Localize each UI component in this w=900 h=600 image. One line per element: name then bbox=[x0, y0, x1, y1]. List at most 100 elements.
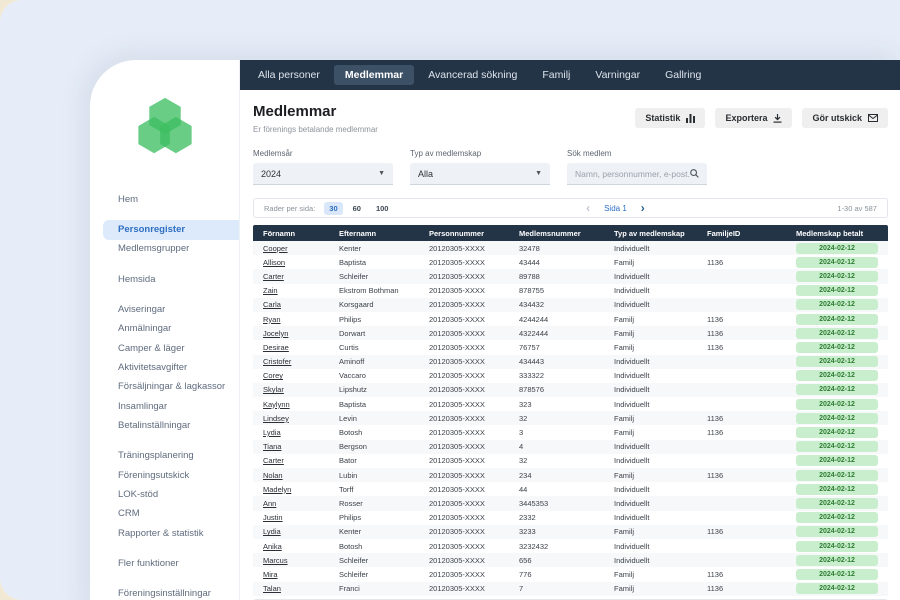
gor-utskick-button[interactable]: Gör utskick bbox=[802, 108, 888, 128]
first-name-link[interactable]: Cooper bbox=[263, 243, 288, 253]
first-name-link[interactable]: Cristofer bbox=[263, 357, 292, 367]
first-name-link[interactable]: Lydia bbox=[263, 527, 281, 537]
corner-accent-bottom bbox=[0, 578, 22, 600]
cell-personnummer: 20120305-XXXX bbox=[429, 371, 485, 381]
first-name-link[interactable]: Lydia bbox=[263, 428, 281, 438]
table-row[interactable]: Desirae Curtis 20120305-XXXX 76757 Famil… bbox=[253, 340, 888, 354]
first-name-link[interactable]: Anika bbox=[263, 541, 282, 551]
nav-tab[interactable]: Avancerad sökning bbox=[428, 69, 518, 81]
sidebar-item[interactable]: Rapporter & statistik bbox=[118, 527, 204, 539]
first-name-link[interactable]: Lindsey bbox=[263, 413, 289, 423]
cell-membership-type: Individuellt bbox=[614, 357, 650, 367]
table-row[interactable]: Carla Korsgaard 20120305-XXXX 434432 Ind… bbox=[253, 297, 888, 312]
page-nav: ‹ Sida 1 › bbox=[586, 201, 645, 215]
first-name-link[interactable]: Carter bbox=[263, 456, 284, 466]
cell-member-number: 32478 bbox=[519, 243, 540, 253]
first-name-link[interactable]: Carter bbox=[263, 271, 284, 281]
nav-tab[interactable]: Alla personer bbox=[258, 69, 320, 81]
sidebar-item[interactable]: Camper & läger bbox=[118, 342, 185, 354]
nav-tab[interactable]: Familj bbox=[542, 69, 571, 81]
sidebar-item[interactable]: Aktivitetsavgifter bbox=[118, 361, 188, 373]
first-name-link[interactable]: Justin bbox=[263, 513, 283, 523]
cell-personnummer: 20120305-XXXX bbox=[429, 513, 485, 523]
sidebar-item[interactable]: Aviseringar bbox=[118, 303, 166, 315]
first-name-link[interactable]: Talan bbox=[263, 584, 281, 594]
sidebar-item[interactable]: Medlemsgrupper bbox=[118, 243, 190, 255]
table-row[interactable]: Nolan Lubin 20120305-XXXX 234 Familj 113… bbox=[253, 468, 888, 483]
rows-per-page-option[interactable]: 100 bbox=[375, 203, 389, 213]
cell-last-name: Baptista bbox=[339, 399, 367, 409]
table-row[interactable]: Ryan Philips 20120305-XXXX 4244244 Famil… bbox=[253, 312, 888, 326]
table-row[interactable]: Tiana Bergson 20120305-XXXX 4 Individuel… bbox=[253, 439, 888, 454]
first-name-link[interactable]: Marcus bbox=[263, 555, 288, 565]
sidebar-item[interactable]: Hem bbox=[118, 193, 139, 205]
sidebar-item[interactable]: Hemsida bbox=[118, 273, 156, 285]
first-name-link[interactable]: Corey bbox=[263, 371, 284, 381]
table-row[interactable]: Ann Rosser 20120305-XXXX 3445353 Individ… bbox=[253, 496, 888, 511]
table-row[interactable]: Jocelyn Dorwart 20120305-XXXX 4322444 Fa… bbox=[253, 326, 888, 341]
sidebar-item[interactable]: Föreningsutskick bbox=[118, 469, 190, 481]
first-name-link[interactable]: Kaylynn bbox=[263, 399, 290, 409]
table-row[interactable]: Lydia Botosh 20120305-XXXX 3 Familj 1136… bbox=[253, 425, 888, 439]
table-row[interactable]: Cooper Kenter 20120305-XXXX 32478 Indivi… bbox=[253, 241, 888, 256]
table-row[interactable]: Madelyn Torff 20120305-XXXX 44 Individue… bbox=[253, 482, 888, 496]
table-row[interactable]: Corey Vaccaro 20120305-XXXX 333322 Indiv… bbox=[253, 369, 888, 383]
table-row[interactable]: Justin Philips 20120305-XXXX 2332 Indivi… bbox=[253, 511, 888, 525]
cell-last-name: Lipshutz bbox=[339, 385, 367, 395]
table-row[interactable]: Mira Schleifer 20120305-XXXX 776 Familj … bbox=[253, 567, 888, 581]
exportera-button[interactable]: Exportera bbox=[715, 108, 793, 128]
membership-type-select[interactable]: Alla ▼ bbox=[410, 163, 550, 185]
cell-first-name: Jocelyn bbox=[263, 329, 339, 338]
cell-membership-type: Familj bbox=[614, 328, 634, 338]
cell-member-number: 234 bbox=[519, 470, 532, 480]
sidebar-item[interactable]: Träningsplanering bbox=[118, 450, 194, 462]
sidebar-item[interactable]: Insamlingar bbox=[118, 400, 168, 412]
first-name-link[interactable]: Carla bbox=[263, 300, 281, 310]
cell-personnummer: 20120305-XXXX bbox=[429, 271, 485, 281]
search-icon[interactable] bbox=[690, 169, 699, 178]
nav-tab[interactable]: Varningar bbox=[595, 69, 641, 81]
first-name-link[interactable]: Zain bbox=[263, 286, 278, 296]
table-row[interactable]: Cristofer Aminoff 20120305-XXXX 434443 I… bbox=[253, 354, 888, 369]
paid-badge: 2024-02-12 bbox=[796, 483, 878, 495]
table-row[interactable]: Carter Schleifer 20120305-XXXX 89788 Ind… bbox=[253, 269, 888, 284]
table-row[interactable]: Talan Franci 20120305-XXXX 7 Familj 1136… bbox=[253, 581, 888, 596]
nav-tab[interactable]: Gallring bbox=[665, 69, 702, 81]
first-name-link[interactable]: Allison bbox=[263, 257, 286, 267]
nav-tab[interactable]: Medlemmar bbox=[333, 65, 415, 85]
rows-per-page-option[interactable]: 60 bbox=[352, 203, 361, 213]
first-name-link[interactable]: Ann bbox=[263, 498, 277, 508]
hexagon-cluster-logo[interactable] bbox=[132, 96, 198, 156]
first-name-link[interactable]: Mira bbox=[263, 569, 278, 579]
table-row[interactable]: Skylar Lipshutz 20120305-XXXX 878576 Ind… bbox=[253, 382, 888, 398]
table-row[interactable]: Lydia Kenter 20120305-XXXX 3233 Familj 1… bbox=[253, 524, 888, 539]
table-row[interactable]: Lindsey Levin 20120305-XXXX 32 Familj 11… bbox=[253, 411, 888, 426]
first-name-link[interactable]: Skylar bbox=[263, 385, 284, 395]
first-name-link[interactable]: Nolan bbox=[263, 470, 283, 480]
sidebar-item[interactable]: Föreningsinställningar bbox=[118, 588, 211, 600]
table-row[interactable]: Allison Baptista 20120305-XXXX 43444 Fam… bbox=[253, 255, 888, 269]
sidebar-item[interactable]: Anmälningar bbox=[118, 323, 172, 335]
table-row[interactable]: Kaylynn Baptista 20120305-XXXX 323 Indiv… bbox=[253, 397, 888, 411]
first-name-link[interactable]: Desirae bbox=[263, 342, 289, 352]
member-year-select[interactable]: 2024 ▼ bbox=[253, 163, 393, 185]
first-name-link[interactable]: Madelyn bbox=[263, 484, 292, 494]
table-row[interactable]: Zain Ekstrom Bothman 20120305-XXXX 87875… bbox=[253, 284, 888, 298]
sidebar-item[interactable]: Fler funktioner bbox=[118, 558, 179, 569]
rows-per-page-option[interactable]: 30 bbox=[324, 201, 343, 215]
sidebar-item[interactable]: CRM bbox=[118, 508, 140, 520]
table-row[interactable]: Carter Bator 20120305-XXXX 32 Individuel… bbox=[253, 454, 888, 468]
search-input[interactable] bbox=[575, 168, 690, 179]
first-name-link[interactable]: Jocelyn bbox=[263, 328, 289, 338]
statistik-button[interactable]: Statistik bbox=[635, 108, 706, 128]
sidebar-item[interactable]: LOK-stöd bbox=[118, 488, 159, 500]
sidebar-item[interactable]: Betalinställningar bbox=[118, 419, 191, 431]
first-name-link[interactable]: Tiana bbox=[263, 442, 282, 452]
table-row[interactable]: Marcus Schleifer 20120305-XXXX 656 Indiv… bbox=[253, 553, 888, 568]
sidebar-item[interactable]: Personregister bbox=[103, 220, 239, 240]
table-row[interactable]: Anika Botosh 20120305-XXXX 3232432 Indiv… bbox=[253, 539, 888, 553]
sidebar-item[interactable]: Försäljningar & lagkassor bbox=[118, 381, 226, 393]
prev-page-icon[interactable]: ‹ bbox=[586, 201, 591, 215]
next-page-icon[interactable]: › bbox=[640, 201, 645, 215]
first-name-link[interactable]: Ryan bbox=[263, 314, 281, 324]
